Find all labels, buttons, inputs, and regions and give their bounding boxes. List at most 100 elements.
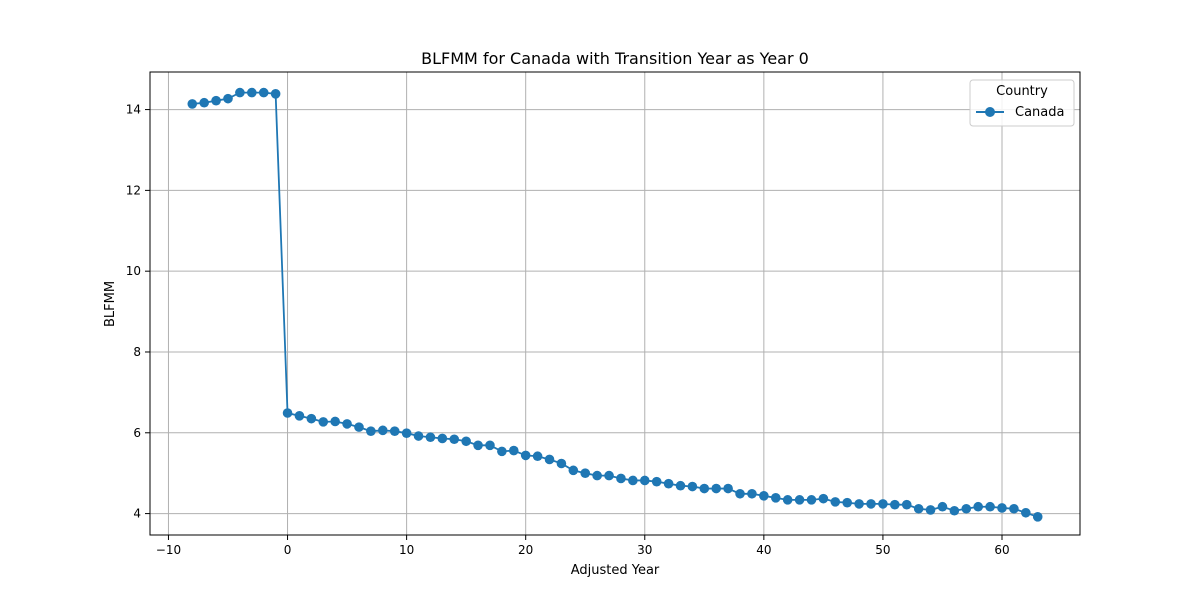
data-point xyxy=(997,503,1007,513)
data-point xyxy=(639,475,650,486)
y-axis-label: BLFMM xyxy=(103,281,118,327)
data-point xyxy=(413,431,424,441)
legend: Country Canada xyxy=(969,79,1075,127)
chart-title: BLFMM for Canada with Transition Year as… xyxy=(421,49,809,68)
data-point xyxy=(961,503,972,514)
data-point xyxy=(544,454,555,465)
x-tick-label: 10 xyxy=(399,543,414,557)
data-point xyxy=(497,446,507,457)
grid-lines xyxy=(150,72,1080,535)
data-point xyxy=(723,483,733,494)
data-point xyxy=(842,497,852,508)
x-tick-label: 20 xyxy=(518,543,533,557)
data-point xyxy=(211,95,221,106)
data-point xyxy=(604,470,614,481)
data-point xyxy=(973,501,983,512)
data-point xyxy=(747,488,757,499)
x-tick-label: 40 xyxy=(756,543,771,557)
data-point xyxy=(866,499,876,509)
data-point xyxy=(806,495,817,505)
data-point xyxy=(282,408,293,418)
data-point xyxy=(901,499,912,510)
y-axis-ticks: 4 6 8 10 12 14 xyxy=(126,103,150,521)
data-point xyxy=(389,426,400,436)
data-point xyxy=(616,473,626,484)
data-point xyxy=(199,97,209,108)
data-point xyxy=(925,505,936,515)
data-point xyxy=(342,419,352,429)
data-point xyxy=(735,488,745,499)
data-point xyxy=(949,505,960,516)
data-point xyxy=(223,93,233,104)
data-point xyxy=(687,481,698,492)
series-layer xyxy=(187,87,1043,522)
data-point xyxy=(663,478,674,489)
y-tick-label: 14 xyxy=(126,103,141,117)
data-point xyxy=(782,495,793,505)
data-point xyxy=(830,497,841,507)
legend-title: Country xyxy=(996,84,1048,99)
x-tick-label: 50 xyxy=(875,543,890,557)
data-point xyxy=(568,465,579,476)
data-point xyxy=(449,434,460,445)
data-point xyxy=(759,491,769,501)
y-tick-label: 4 xyxy=(133,507,141,521)
data-point xyxy=(294,411,305,421)
data-point xyxy=(1009,503,1019,514)
data-point xyxy=(318,417,329,427)
data-point xyxy=(854,499,864,509)
plot-area-frame xyxy=(149,71,1081,536)
data-point xyxy=(437,433,448,444)
data-point xyxy=(699,483,710,494)
legend-marker-swatch xyxy=(985,107,995,117)
data-point xyxy=(770,493,781,503)
data-point xyxy=(473,440,483,451)
x-tick-label: 0 xyxy=(284,543,292,557)
x-axis-label: Adjusted Year xyxy=(571,563,660,578)
data-point xyxy=(1032,512,1043,522)
data-point xyxy=(818,493,829,504)
y-tick-label: 6 xyxy=(133,426,141,440)
data-point xyxy=(354,422,364,432)
data-point xyxy=(878,499,888,509)
data-point xyxy=(592,470,602,481)
data-point xyxy=(532,451,543,462)
y-tick-label: 12 xyxy=(126,183,141,197)
data-point xyxy=(378,425,388,436)
data-point xyxy=(247,87,257,98)
legend-box xyxy=(969,79,1075,127)
data-point xyxy=(235,87,245,98)
data-point xyxy=(425,432,436,443)
data-point xyxy=(366,426,376,436)
data-point xyxy=(306,413,317,424)
data-point xyxy=(937,501,948,512)
data-point xyxy=(628,475,638,486)
data-point xyxy=(675,480,686,491)
data-point xyxy=(270,89,281,99)
data-point xyxy=(330,416,340,427)
data-point xyxy=(401,428,412,438)
data-point xyxy=(890,499,900,510)
data-point xyxy=(794,495,805,505)
data-point xyxy=(913,503,924,514)
data-point xyxy=(485,440,495,451)
data-point xyxy=(651,476,662,487)
data-point xyxy=(556,458,567,469)
data-point xyxy=(711,483,722,494)
data-point xyxy=(1021,507,1031,518)
data-point xyxy=(520,450,531,461)
x-tick-label: 30 xyxy=(637,543,652,557)
x-tick-label: −10 xyxy=(156,543,181,557)
y-tick-label: 10 xyxy=(126,264,141,278)
data-point xyxy=(985,501,995,512)
y-tick-label: 8 xyxy=(133,345,141,359)
data-point xyxy=(187,99,198,109)
data-point xyxy=(508,445,519,456)
data-point xyxy=(461,436,471,447)
legend-entry-label: Canada xyxy=(1015,105,1064,120)
data-point xyxy=(580,468,591,478)
data-point xyxy=(258,87,269,98)
x-tick-label: 60 xyxy=(994,543,1009,557)
x-axis-ticks: −10 0 10 20 30 40 50 60 xyxy=(156,535,1010,557)
